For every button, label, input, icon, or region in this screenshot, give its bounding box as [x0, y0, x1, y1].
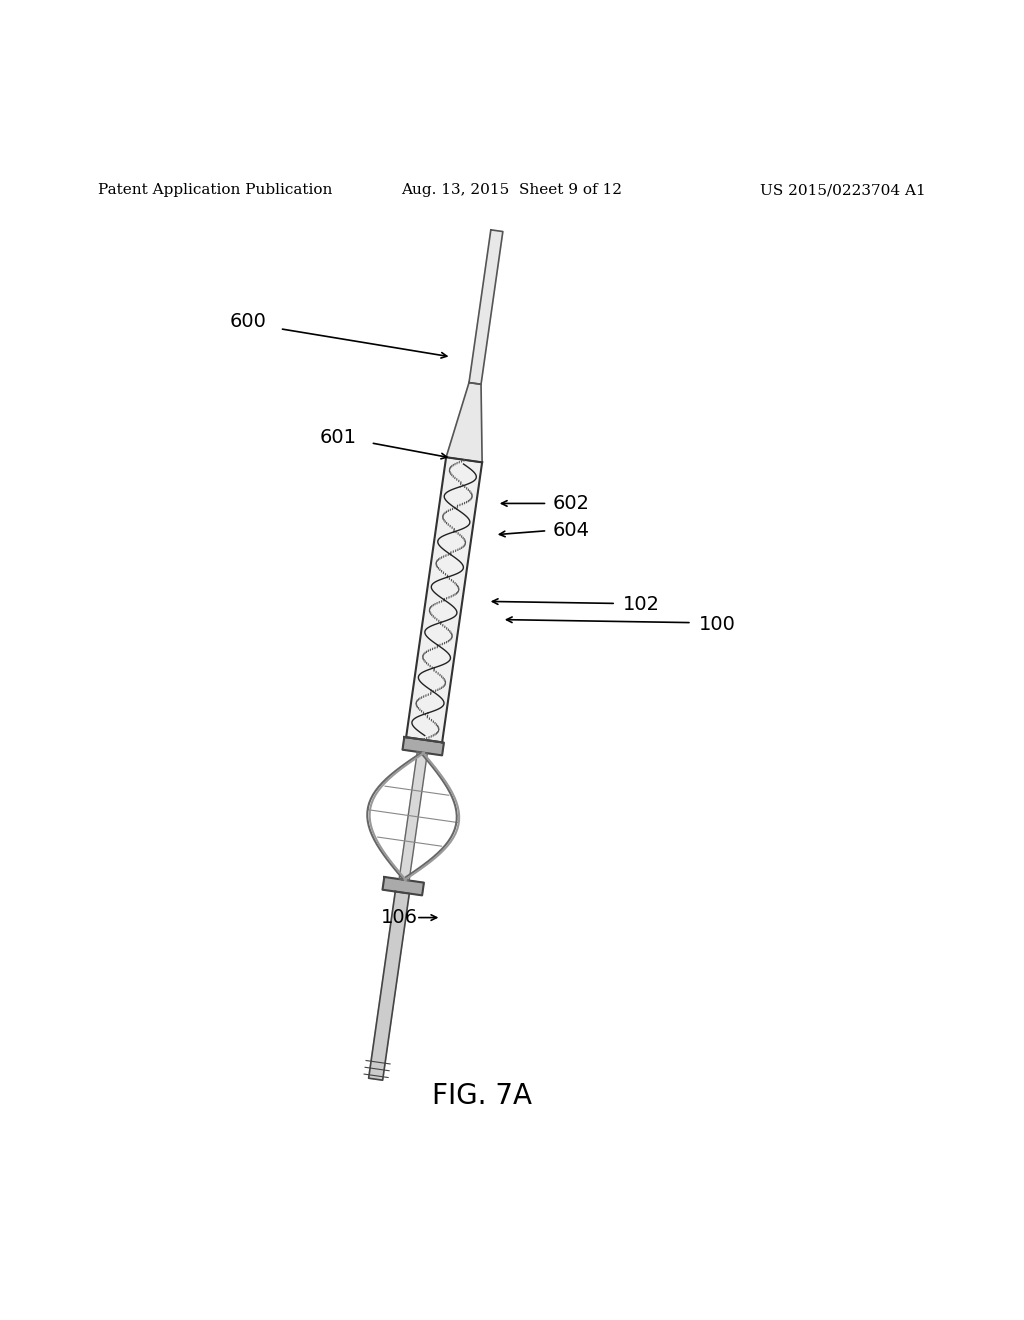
- Polygon shape: [383, 876, 424, 895]
- Text: 602: 602: [552, 494, 590, 513]
- Text: 100: 100: [698, 615, 736, 634]
- Text: US 2015/0223704 A1: US 2015/0223704 A1: [761, 183, 926, 197]
- Text: Aug. 13, 2015  Sheet 9 of 12: Aug. 13, 2015 Sheet 9 of 12: [401, 183, 623, 197]
- Text: 604: 604: [552, 521, 590, 540]
- Text: Patent Application Publication: Patent Application Publication: [98, 183, 332, 197]
- Polygon shape: [402, 737, 444, 755]
- Polygon shape: [446, 383, 482, 462]
- Text: 106: 106: [381, 908, 418, 927]
- Text: 600: 600: [229, 312, 266, 331]
- Polygon shape: [469, 230, 503, 384]
- Text: 102: 102: [624, 595, 660, 614]
- Polygon shape: [399, 752, 427, 880]
- Text: 601: 601: [321, 428, 357, 447]
- Polygon shape: [407, 457, 482, 742]
- Text: FIG. 7A: FIG. 7A: [432, 1082, 531, 1110]
- Polygon shape: [369, 891, 410, 1080]
